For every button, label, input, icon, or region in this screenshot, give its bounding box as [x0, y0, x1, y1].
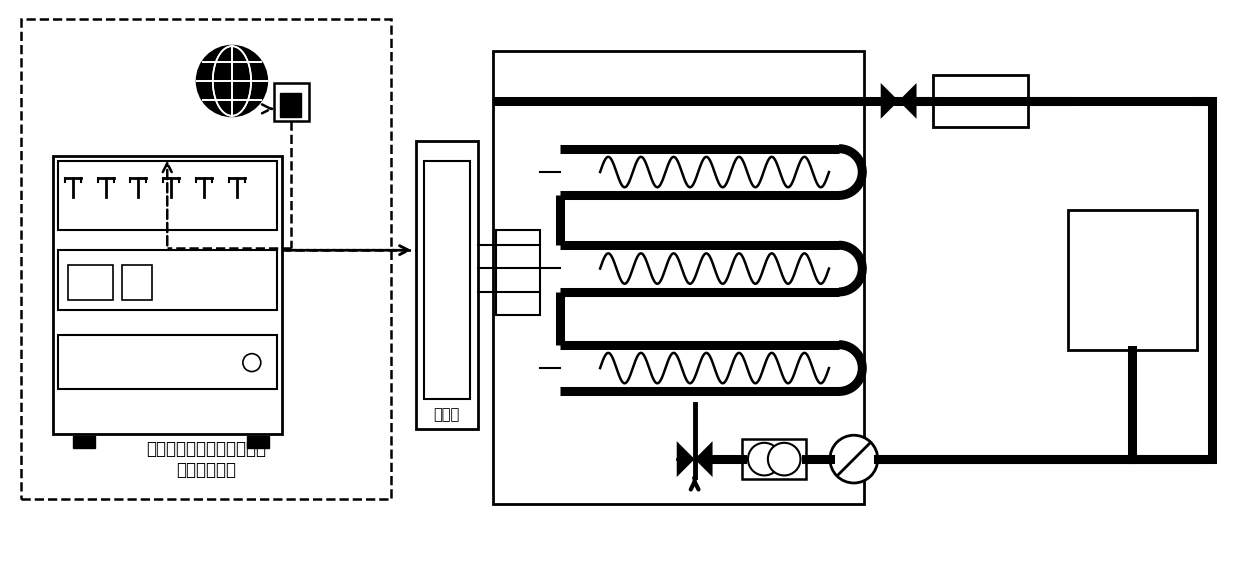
Bar — [58, 160, 277, 230]
Bar — [1068, 211, 1197, 350]
Polygon shape — [677, 441, 694, 477]
Polygon shape — [880, 83, 899, 119]
Bar — [496, 230, 541, 315]
Bar — [53, 155, 281, 434]
Polygon shape — [899, 83, 916, 119]
Bar — [280, 93, 300, 117]
Bar — [58, 250, 277, 310]
Bar — [58, 335, 277, 390]
Bar — [743, 439, 806, 479]
Text: 配电柜: 配电柜 — [434, 407, 460, 422]
Bar — [415, 141, 477, 429]
Bar — [424, 160, 470, 399]
Text: 蓄热式电采暖系统优化运行
自动控制装置: 蓄热式电采暖系统优化运行 自动控制装置 — [146, 440, 267, 479]
Circle shape — [768, 443, 801, 475]
Circle shape — [243, 354, 260, 372]
Bar — [274, 83, 309, 121]
Circle shape — [830, 435, 878, 483]
Polygon shape — [694, 441, 713, 477]
Bar — [21, 19, 391, 499]
Bar — [68, 265, 113, 300]
Bar — [73, 436, 94, 448]
Bar — [492, 51, 864, 504]
Bar — [123, 265, 153, 300]
Circle shape — [748, 443, 781, 475]
Bar — [934, 75, 1028, 127]
Circle shape — [197, 46, 267, 116]
Bar — [247, 436, 269, 448]
